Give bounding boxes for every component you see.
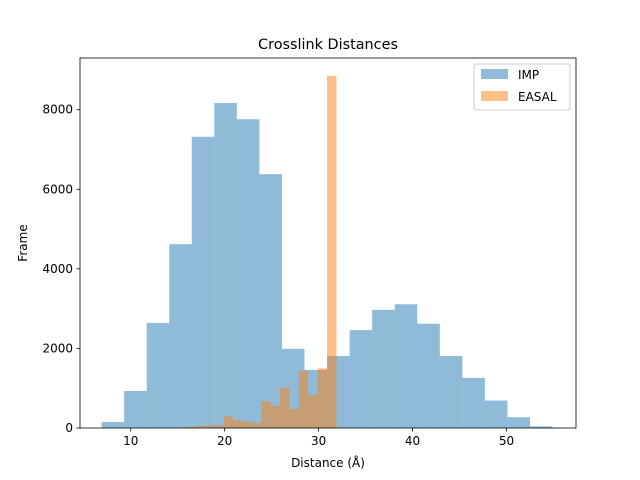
bar-imp-4 bbox=[191, 136, 215, 428]
bar-imp-1 bbox=[124, 391, 147, 428]
bar-imp-2 bbox=[146, 322, 170, 428]
bar-easal-1 bbox=[186, 426, 196, 428]
y-axis-ticks: 0 2000 4000 6000 8000 bbox=[42, 103, 80, 435]
legend-swatch-easal bbox=[481, 91, 508, 101]
bar-imp-16 bbox=[462, 377, 485, 428]
legend-swatch-imp bbox=[481, 69, 508, 79]
bar-imp-15 bbox=[439, 355, 463, 428]
bar-easal-11 bbox=[280, 387, 290, 428]
bar-easal-2 bbox=[195, 426, 205, 428]
bar-imp-3 bbox=[169, 244, 192, 428]
bar-easal-9 bbox=[261, 401, 271, 428]
bar-imp-11 bbox=[349, 330, 373, 428]
x-axis-label: Distance (Å) bbox=[291, 455, 365, 470]
bar-imp-19 bbox=[529, 426, 553, 428]
chart-title: Crosslink Distances bbox=[258, 37, 398, 53]
y-tick-label: 6000 bbox=[42, 182, 73, 196]
bar-imp-17 bbox=[484, 400, 508, 428]
x-tick-label: 20 bbox=[217, 434, 232, 448]
bar-easal-5 bbox=[223, 416, 234, 428]
bar-easal-16 bbox=[327, 75, 337, 428]
y-tick-label: 8000 bbox=[42, 103, 73, 117]
bar-easal-6 bbox=[233, 420, 243, 428]
bar-easal-14 bbox=[308, 394, 318, 428]
bar-imp-13 bbox=[394, 304, 418, 428]
x-axis-ticks: 10 20 30 40 50 bbox=[123, 428, 514, 448]
legend: IMP EASAL bbox=[473, 63, 571, 111]
x-tick-label: 40 bbox=[405, 434, 420, 448]
plot-area-frame bbox=[79, 57, 577, 429]
x-tick-label: 50 bbox=[499, 434, 514, 448]
y-tick-label: 0 bbox=[65, 421, 73, 435]
bar-easal-8 bbox=[251, 422, 262, 428]
bar-imp-18 bbox=[507, 417, 530, 428]
bars-group bbox=[101, 75, 553, 429]
bar-easal-12 bbox=[289, 408, 299, 428]
bar-easal-3 bbox=[204, 425, 215, 428]
x-tick-label: 10 bbox=[123, 434, 138, 448]
y-tick-label: 4000 bbox=[42, 262, 73, 276]
bar-imp-12 bbox=[372, 309, 395, 428]
legend-label-imp: IMP bbox=[518, 68, 539, 82]
bar-easal-10 bbox=[270, 405, 281, 428]
bar-imp-14 bbox=[417, 323, 440, 428]
x-tick-label: 30 bbox=[311, 434, 326, 448]
y-axis-label: Frame bbox=[16, 224, 30, 261]
bar-easal-13 bbox=[298, 370, 309, 428]
bar-imp-7 bbox=[259, 174, 282, 428]
bar-imp-6 bbox=[236, 119, 260, 429]
legend-label-easal: EASAL bbox=[518, 90, 557, 104]
bar-easal-4 bbox=[214, 425, 224, 428]
bar-imp-0 bbox=[101, 422, 125, 428]
bar-imp-5 bbox=[214, 102, 237, 429]
y-tick-label: 2000 bbox=[42, 341, 73, 355]
bar-easal-7 bbox=[242, 421, 252, 428]
bar-easal-15 bbox=[317, 368, 328, 428]
